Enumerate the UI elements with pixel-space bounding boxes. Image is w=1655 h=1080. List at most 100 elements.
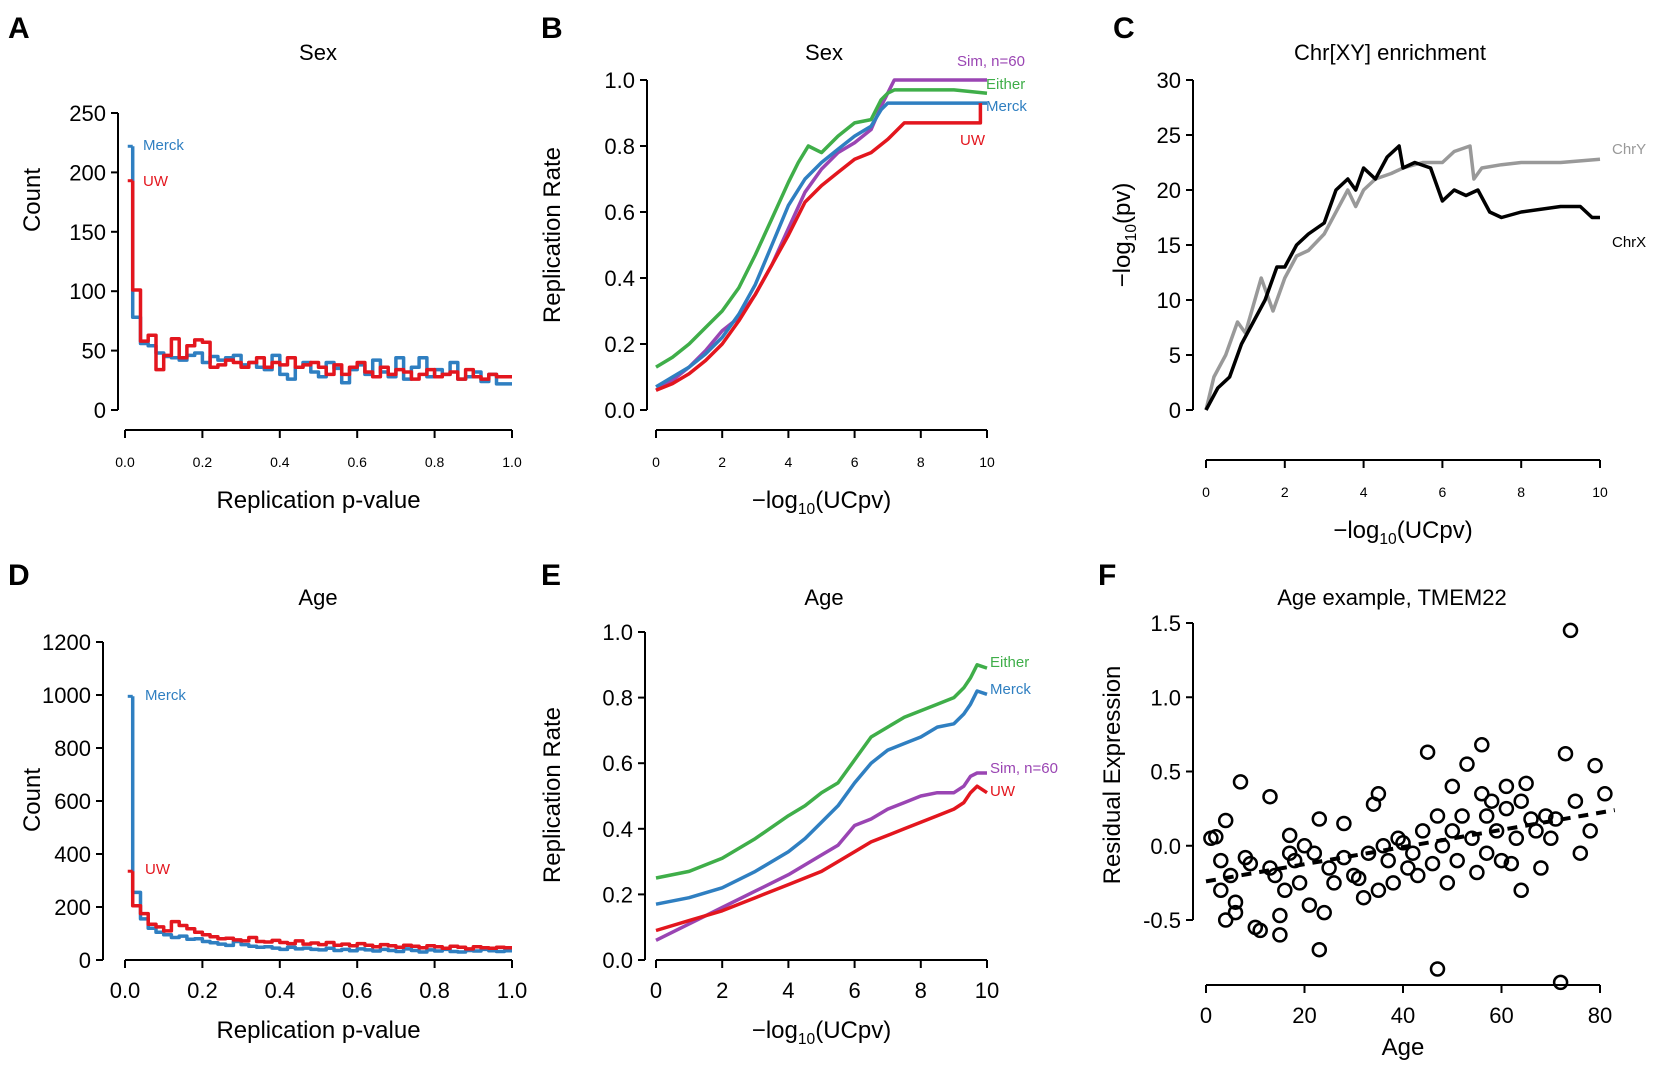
scatter-point: [1538, 808, 1554, 824]
panel-B: B Sex 0.0 0.2 0.4 0.6 0.8 1.0 0 2 4 6 8 10 Replication…: [539, 12, 1027, 470]
series-line-either: [655, 88, 988, 369]
y-tick-label: 5: [1169, 343, 1181, 368]
panel-D: D Age 0 200 400 600 800 1000 1200 0.0 0.2 0.4 0.6 0.8…: [8, 559, 527, 1044]
y-tick-label: 400: [54, 842, 91, 867]
scatter-point: [1286, 852, 1303, 869]
x-tick-label: 20: [1292, 1003, 1316, 1028]
scatter-point: [1336, 815, 1352, 832]
panel-letter: D: [8, 559, 30, 592]
scatter-point: [1533, 860, 1549, 876]
x-tick-label: 0.8: [419, 978, 450, 1003]
x-tick-label: 2: [718, 454, 726, 470]
y-tick-label: 1.5: [1150, 611, 1181, 636]
scatter-point: [1222, 867, 1239, 884]
series-label: ChrX: [1612, 234, 1646, 251]
x-tick-label: 0.0: [110, 978, 141, 1003]
scatter-point: [1439, 875, 1456, 891]
y-tick-label: 20: [1157, 178, 1181, 203]
x-tick-label: 2: [1281, 484, 1289, 500]
y-tick-label: 0.4: [602, 817, 633, 842]
scatter-point: [1326, 875, 1342, 891]
scatter-point: [1528, 823, 1544, 839]
x-axis-label: −log10(UCpv): [752, 487, 891, 518]
y-tick-label: 0.0: [604, 398, 635, 423]
scatter-point: [1444, 778, 1461, 795]
scatter-point: [1277, 882, 1293, 899]
scatter-point: [1429, 808, 1446, 824]
y-tick-label: 150: [69, 220, 106, 245]
x-tick-label: 4: [1360, 484, 1368, 500]
scatter-point: [1321, 860, 1337, 876]
scatter-point: [1493, 852, 1510, 869]
chart-title: Age: [298, 585, 337, 610]
panel-F: F Age example, TMEM22 -0.5 0.0 0.5 1.0 1.5 0 20 4…: [1098, 559, 1616, 1061]
scatter-point: [1547, 811, 1564, 827]
x-tick-label: 0.2: [187, 978, 218, 1003]
series-line-uw: [655, 103, 983, 392]
y-tick-label: 0.5: [1150, 760, 1181, 785]
x-tick-label: 0: [1202, 484, 1210, 500]
scatter-point: [1414, 823, 1431, 839]
scatter-point: [1587, 757, 1603, 774]
series-line-merck: [655, 689, 988, 906]
scatter-point: [1370, 882, 1387, 899]
y-tick-label: 600: [54, 789, 91, 814]
x-tick-label: 6: [848, 978, 860, 1003]
scatter-point: [1410, 867, 1426, 884]
y-axis-label: Residual Expression: [1099, 666, 1126, 885]
y-axis-label: −log10(pv): [1109, 183, 1140, 288]
scatter-point: [1296, 838, 1313, 854]
scatter-point: [1557, 745, 1574, 762]
x-tick-label: 2: [716, 978, 728, 1003]
y-tick-label: 0.2: [602, 882, 633, 907]
scatter-point: [1301, 897, 1318, 913]
x-tick-label: 0.4: [270, 454, 290, 470]
x-axis-label: −log10(UCpv): [752, 1017, 891, 1048]
scatter-point: [1272, 907, 1288, 924]
panel-letter: F: [1098, 559, 1116, 592]
x-tick-label: 80: [1588, 1003, 1612, 1028]
series-line-merck: [130, 696, 512, 954]
y-tick-label: 1.0: [602, 620, 633, 645]
x-tick-label: 10: [1592, 484, 1608, 500]
x-tick-label: 1.0: [497, 978, 528, 1003]
scatter-point: [1400, 860, 1416, 876]
scatter-point: [1562, 622, 1579, 639]
scatter-point: [1513, 882, 1529, 899]
scatter-point: [1281, 827, 1298, 844]
scatter-point: [1518, 775, 1534, 792]
scatter-point: [1213, 882, 1229, 899]
y-axis-label: Replication Rate: [539, 707, 566, 883]
chart-title: Sex: [805, 40, 843, 65]
series-line-sim-n-60: [655, 771, 987, 942]
scatter-point: [1232, 774, 1249, 790]
y-tick-label: 15: [1157, 233, 1181, 258]
y-tick-label: 250: [69, 101, 106, 126]
scatter-point: [1513, 793, 1529, 809]
panel-letter: E: [541, 559, 561, 592]
y-tick-label: 0.8: [604, 134, 635, 159]
scatter-point: [1272, 927, 1288, 943]
series-label: Either: [986, 76, 1025, 93]
y-tick-label: 0: [79, 948, 91, 973]
x-tick-label: 0.6: [342, 978, 373, 1003]
scatter-point: [1395, 835, 1411, 851]
scatter-point: [1449, 852, 1465, 869]
scatter-point: [1208, 829, 1224, 845]
scatter-point: [1217, 912, 1234, 928]
scatter-point: [1242, 855, 1259, 872]
scatter-point: [1419, 744, 1436, 760]
scatter-point: [1306, 845, 1323, 861]
series-label: Sim, n=60: [957, 53, 1025, 70]
y-tick-label: 1.0: [1150, 685, 1181, 710]
x-tick-label: 0.2: [193, 454, 213, 470]
x-tick-label: 6: [1439, 484, 1447, 500]
scatter-point: [1483, 793, 1500, 809]
scatter-point: [1252, 922, 1268, 939]
series-label: UW: [960, 132, 986, 149]
y-tick-label: 1.0: [604, 68, 635, 93]
scatter-point: [1213, 852, 1229, 869]
series-label: Merck: [986, 98, 1027, 115]
series-label: Merck: [990, 681, 1031, 698]
y-axis-label: Count: [19, 768, 46, 832]
